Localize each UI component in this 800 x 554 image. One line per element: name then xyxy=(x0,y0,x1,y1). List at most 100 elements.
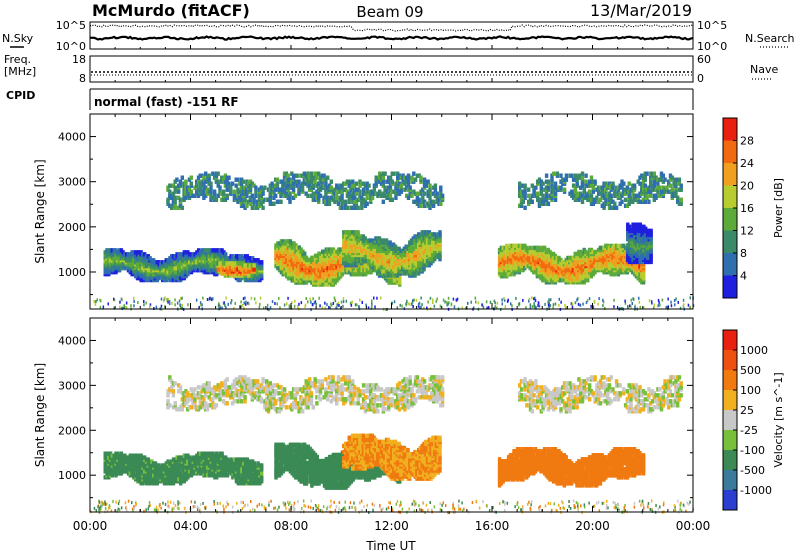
echo-cell xyxy=(604,181,608,186)
echo-cell xyxy=(523,205,527,210)
echo-cell xyxy=(260,260,264,265)
echo-cell xyxy=(422,230,426,235)
echo-cell xyxy=(310,265,314,271)
echo-cell xyxy=(221,189,226,194)
echo-cell xyxy=(534,193,538,198)
echo-cell xyxy=(374,267,378,272)
echo-cell xyxy=(204,248,208,253)
echo-cell xyxy=(315,267,319,273)
echo-cell xyxy=(421,195,425,200)
echo-cell xyxy=(177,264,181,269)
echo-cell xyxy=(243,277,248,283)
echo-cell xyxy=(333,249,337,254)
echo-cell xyxy=(521,193,525,198)
echo-cell xyxy=(372,191,377,196)
echo-cell xyxy=(586,191,590,196)
echo-cell xyxy=(254,189,258,194)
echo-cell xyxy=(591,201,595,206)
echo-cell xyxy=(506,245,511,251)
echo-cell xyxy=(386,271,391,276)
echo-cell xyxy=(555,187,560,192)
echo-cell xyxy=(189,252,194,257)
echo-cell xyxy=(544,179,549,184)
echo-cell xyxy=(283,270,287,275)
echo-cell xyxy=(283,241,287,246)
echo-cell xyxy=(409,238,414,243)
echo-cell xyxy=(326,175,330,180)
echo-cell xyxy=(169,205,174,210)
echo-cell xyxy=(234,273,238,278)
echo-cell xyxy=(322,253,327,258)
nsky-tick-top: 10^5 xyxy=(56,19,86,32)
echo-cell xyxy=(211,171,215,176)
echo-cell xyxy=(647,251,651,256)
echo-cell xyxy=(321,249,325,254)
echo-cell xyxy=(198,181,202,186)
echo-cell xyxy=(358,248,362,254)
echo-cell xyxy=(362,270,366,275)
echo-cell xyxy=(635,257,639,263)
echo-cell xyxy=(331,259,336,265)
echo-cell xyxy=(596,263,601,269)
echo-cell xyxy=(216,171,220,176)
echo-cell xyxy=(401,177,405,182)
echo-cell xyxy=(272,183,276,188)
echo-cell xyxy=(245,203,249,208)
echo-cell xyxy=(266,197,271,202)
echo-cell xyxy=(342,199,346,204)
echo-cell xyxy=(227,256,231,261)
echo-cell xyxy=(231,254,235,259)
echo-cell xyxy=(326,278,330,283)
echo-cell xyxy=(643,199,647,204)
echo-cell xyxy=(207,173,211,178)
echo-cell xyxy=(291,187,296,192)
echo-cell xyxy=(297,245,301,250)
echo-cell xyxy=(239,261,244,266)
echo-cell xyxy=(575,181,579,186)
echo-cell xyxy=(146,268,150,273)
echo-cell xyxy=(300,173,305,178)
echo-cell xyxy=(559,179,563,184)
echo-cell xyxy=(418,261,423,266)
echo-cell xyxy=(274,187,278,192)
echo-cell xyxy=(326,265,330,271)
echo-cell xyxy=(227,261,231,266)
echo-cell xyxy=(573,251,577,257)
echo-cell xyxy=(243,197,247,202)
nsearch-label: N.Search xyxy=(745,32,795,45)
echo-cell xyxy=(277,199,281,204)
echo-cell xyxy=(635,243,639,248)
echo-cell xyxy=(326,247,330,252)
echo-cell xyxy=(618,201,622,206)
echo-region xyxy=(626,222,653,265)
echo-cell xyxy=(632,193,637,198)
echo-cell xyxy=(363,191,368,196)
echo-cell xyxy=(270,201,274,206)
echo-cell xyxy=(352,230,357,235)
echo-cell xyxy=(175,177,179,182)
echo-cell xyxy=(252,197,256,202)
echo-cell xyxy=(640,265,644,271)
echo-cell xyxy=(282,181,287,186)
echo-cell xyxy=(284,181,289,186)
echo-cell xyxy=(602,201,606,206)
echo-cell xyxy=(281,183,285,188)
echo-cell xyxy=(543,187,547,192)
echo-cell xyxy=(128,252,132,257)
echo-cell xyxy=(335,249,339,254)
echo-cell xyxy=(577,249,581,255)
echo-cell xyxy=(241,185,245,190)
echo-cell xyxy=(600,203,604,208)
echo-cell xyxy=(600,189,604,194)
echo-cell xyxy=(623,245,628,251)
echo-cell xyxy=(209,248,213,253)
echo-cell xyxy=(550,251,554,257)
echo-cell xyxy=(173,195,177,200)
echo-cell xyxy=(134,250,138,255)
echo-cell xyxy=(548,249,552,255)
echo-cell xyxy=(198,250,203,255)
echo-cell xyxy=(347,246,351,251)
echo-cell xyxy=(643,183,647,188)
echo-cell xyxy=(396,191,400,196)
echo-cell xyxy=(413,199,418,204)
